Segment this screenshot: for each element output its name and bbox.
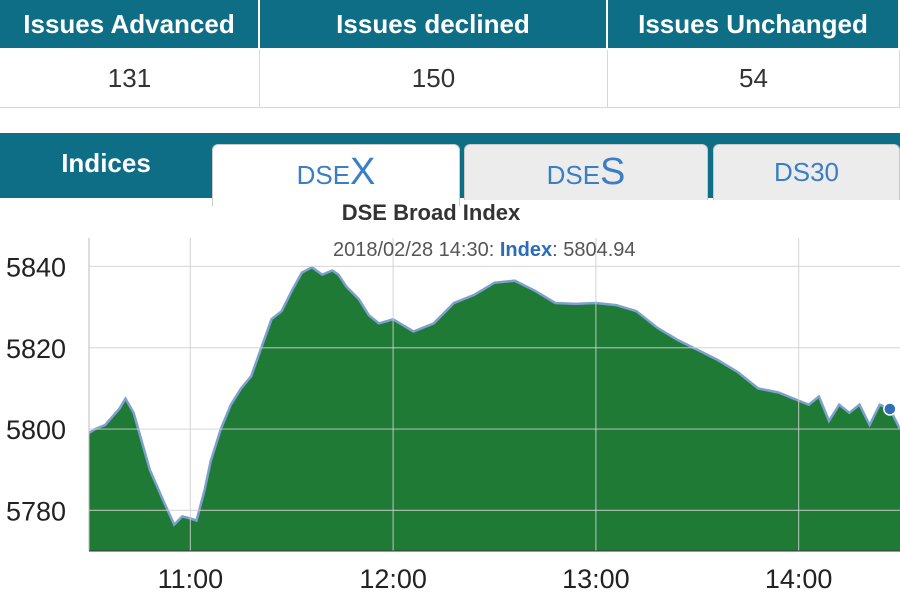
tab-dses-suffix: S	[600, 151, 626, 193]
indices-label: Indices	[61, 147, 151, 178]
area-series-line	[88, 265, 900, 527]
y-tick-label: 5780	[6, 496, 66, 526]
tooltip-separator-2: :	[552, 239, 558, 261]
index-chart[interactable]: 5780 5800 5820 5840 11:00 12:00 13:00 14:00	[0, 198, 900, 600]
x-tick-label: 14:00	[765, 564, 833, 594]
x-tick-label: 11:00	[158, 564, 224, 594]
tab-dses[interactable]: DSE S	[464, 144, 708, 200]
tab-ds30-label: DS30	[773, 157, 840, 187]
tooltip-separator: :	[488, 239, 495, 261]
value-issues-unchanged: 54	[608, 50, 900, 108]
market-stats-table: Issues Advanced Issues declined Issues U…	[0, 0, 900, 108]
chart-tooltip: 2018/02/28 14:30: Index: 5804.94	[333, 239, 636, 262]
tab-dsex-suffix: X	[350, 151, 376, 193]
header-issues-declined: Issues declined	[260, 0, 608, 48]
hover-marker	[883, 402, 897, 416]
tooltip-datetime: 2018/02/28 14:30	[333, 239, 489, 261]
x-tick-label: 13:00	[562, 564, 630, 594]
y-tick-label: 5820	[6, 334, 66, 364]
y-tick-label: 5800	[6, 415, 66, 445]
chart-title: DSE Broad Index	[341, 200, 521, 225]
x-tick-label: 12:00	[359, 564, 427, 594]
area-series-fill	[89, 267, 900, 551]
value-issues-declined: 150	[260, 50, 608, 108]
value-issues-advanced: 131	[0, 50, 260, 108]
header-issues-advanced: Issues Advanced	[0, 0, 260, 48]
tab-ds30[interactable]: DS30	[713, 144, 900, 200]
tooltip-label: Index	[499, 239, 553, 261]
tab-dsex[interactable]: DSE X	[212, 144, 460, 206]
header-issues-unchanged: Issues Unchanged	[608, 0, 900, 48]
tooltip-value: 5804.94	[563, 239, 636, 261]
tab-dsex-prefix: DSE	[296, 160, 351, 190]
tab-dses-prefix: DSE	[546, 160, 601, 190]
y-tick-label: 5840	[6, 252, 66, 282]
